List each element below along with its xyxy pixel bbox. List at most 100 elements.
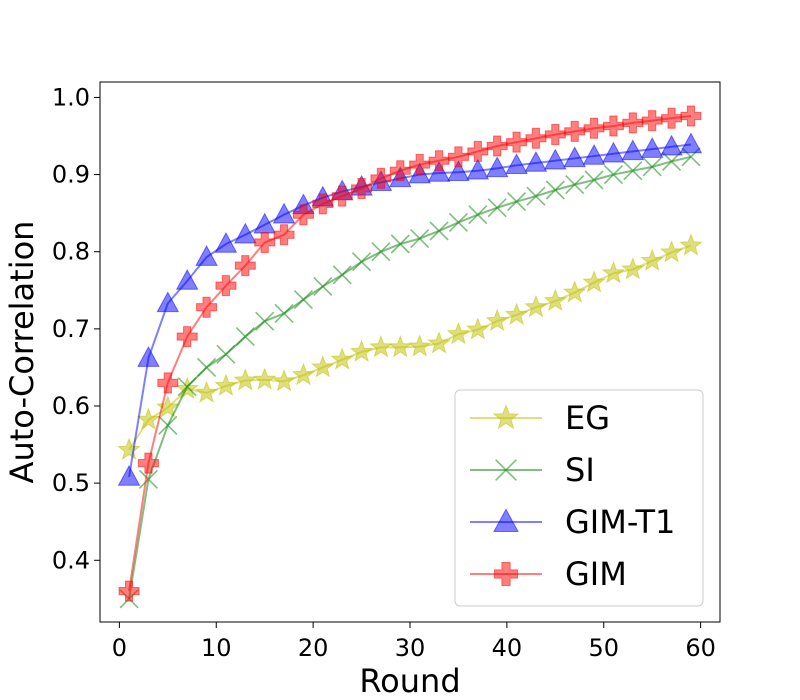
data-point-gim-t1 <box>582 144 606 165</box>
legend-item-gim-t1: GIM-T1 <box>470 503 675 541</box>
y-tick-label: 0.7 <box>52 315 90 343</box>
data-point-eg <box>233 368 258 391</box>
data-point-gim <box>370 167 392 189</box>
data-point-eg <box>349 339 374 363</box>
legend-label: GIM <box>565 555 627 593</box>
data-point-gim <box>292 204 314 226</box>
data-point-si <box>623 161 643 181</box>
series-gim-t1 <box>117 132 703 486</box>
data-point-gim <box>564 120 586 142</box>
legend: EG SI GIM-T1 GIM <box>454 389 704 607</box>
data-point-gim-t1 <box>272 202 296 224</box>
data-point-gim <box>234 255 256 277</box>
series-eg <box>117 233 703 461</box>
data-point-si <box>351 252 372 272</box>
data-point-eg <box>194 380 219 403</box>
legend-item-eg: EG <box>470 399 610 437</box>
data-point-eg <box>582 270 606 293</box>
data-point-gim-t1 <box>640 137 664 158</box>
legend-item-gim: GIM <box>470 555 627 593</box>
data-point-gim <box>602 115 624 137</box>
legend-marker <box>495 459 517 481</box>
data-point-si <box>390 234 410 254</box>
data-point-gim-t1 <box>602 141 625 163</box>
data-point-gim <box>641 110 663 132</box>
data-point-gim-t1 <box>214 231 238 253</box>
data-point-si <box>584 170 604 190</box>
data-point-gim-t1 <box>137 346 160 367</box>
data-point-eg <box>543 288 568 312</box>
data-point-eg <box>155 395 180 418</box>
data-point-gim <box>312 193 334 215</box>
y-axis-ticks: 0.4 0.5 0.6 0.7 0.8 0.9 1.0 <box>52 83 100 574</box>
data-point-gim <box>157 372 179 394</box>
x-axis-ticks: 0 10 20 30 40 50 60 <box>112 622 716 662</box>
data-point-eg <box>679 233 703 256</box>
series-gim <box>118 105 702 602</box>
data-point-gim-t1 <box>563 146 586 168</box>
data-point-si <box>448 212 469 232</box>
data-point-eg <box>272 368 296 392</box>
data-point-eg <box>601 260 626 284</box>
data-point-si <box>235 327 255 347</box>
data-point-eg <box>388 334 413 358</box>
data-point-gim <box>525 127 547 149</box>
data-point-si <box>410 229 430 249</box>
legend-label: SI <box>565 451 595 489</box>
data-point-gim <box>215 275 237 297</box>
x-tick-label: 40 <box>492 634 523 662</box>
data-point-si <box>545 180 565 200</box>
x-tick-label: 30 <box>395 634 426 662</box>
legend-item-si: SI <box>470 451 595 489</box>
data-point-si <box>506 192 527 212</box>
data-point-eg <box>620 257 645 280</box>
data-point-gim-t1 <box>447 160 470 182</box>
data-point-eg <box>214 373 238 396</box>
data-point-eg <box>640 248 665 272</box>
data-point-si <box>158 415 178 435</box>
legend-marker <box>493 508 519 532</box>
data-point-eg <box>136 407 161 430</box>
y-axis-label: Auto-Correlation <box>3 221 41 484</box>
data-point-si <box>487 198 507 218</box>
data-point-eg <box>446 321 471 345</box>
data-point-eg <box>310 355 335 378</box>
data-point-si <box>429 221 449 241</box>
data-point-si <box>138 469 159 489</box>
data-point-eg <box>524 294 548 318</box>
data-point-si <box>216 344 236 364</box>
data-point-si <box>293 289 314 310</box>
y-tick-label: 0.5 <box>52 469 90 497</box>
y-tick-label: 0.9 <box>52 161 90 189</box>
data-point-gim-t1 <box>544 148 567 170</box>
data-point-gim-t1 <box>117 464 141 486</box>
data-point-gim <box>196 296 218 318</box>
x-axis-label: Round <box>359 662 460 700</box>
data-point-gim-t1 <box>156 291 180 313</box>
data-point-gim-t1 <box>175 268 199 290</box>
data-point-si <box>177 377 197 397</box>
data-point-gim-t1 <box>485 156 509 178</box>
y-tick-label: 0.6 <box>52 392 90 420</box>
x-tick-label: 20 <box>298 634 329 662</box>
data-point-gim-t1 <box>195 245 218 266</box>
data-point-si <box>313 276 333 296</box>
data-point-gim <box>273 224 295 246</box>
x-tick-label: 60 <box>685 634 716 662</box>
data-point-gim <box>467 140 489 162</box>
data-point-gim <box>583 117 605 139</box>
legend-label: EG <box>565 399 610 437</box>
data-point-gim-t1 <box>660 134 683 156</box>
data-point-eg <box>465 317 490 340</box>
data-point-eg <box>117 437 141 461</box>
data-point-si <box>565 175 585 195</box>
data-point-gim <box>447 146 469 168</box>
data-point-gim-t1 <box>234 222 257 244</box>
data-point-si <box>196 357 217 377</box>
data-point-gim-t1 <box>505 153 528 175</box>
x-tick-label: 50 <box>588 634 619 662</box>
x-tick-label: 10 <box>201 634 232 662</box>
data-point-si <box>371 242 391 262</box>
legend-marker <box>492 403 520 430</box>
data-point-si <box>332 265 352 285</box>
